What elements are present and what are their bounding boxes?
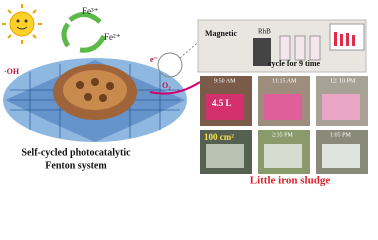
oh-label: ·OH: [4, 67, 20, 76]
magnetic-label: Magnetic: [205, 29, 237, 38]
photo-time: 9:50 AM: [214, 78, 236, 84]
cycle-label: cycle for 9 time: [268, 59, 320, 68]
framework: [3, 58, 187, 142]
photo-time: 2:35 PM: [272, 132, 294, 138]
graphic-abstract: Fe³⁺ Fe²⁺ ·OH e⁻ O₂ Self-cycled photocat…: [2, 4, 368, 187]
photo-time: 11:15 AM: [272, 78, 297, 84]
right-caption: Little iron sludge: [250, 175, 331, 186]
rhb-label: RhB: [258, 28, 271, 36]
zoom-circle: [157, 52, 183, 78]
photo-time: 12: 10 PM: [330, 78, 356, 84]
fe3-label: Fe³⁺: [82, 6, 99, 16]
electron-label: e⁻: [150, 55, 158, 64]
photo-grid: [200, 76, 368, 174]
magnetic-panel: [197, 19, 367, 73]
recycle-arrows: [61, 12, 107, 53]
arrow: [149, 81, 201, 95]
fe2-label: Fe²⁺: [104, 32, 121, 42]
volume-label: 4.5 L: [212, 98, 232, 108]
photo-time: 1:05 PM: [330, 132, 352, 138]
area-label: 100 cm²: [204, 132, 234, 142]
left-caption: Self-cycled photocatalytic: [21, 147, 131, 158]
sun: [2, 4, 42, 44]
left-caption: Fenton system: [45, 160, 107, 171]
zoom-line: [179, 29, 213, 59]
o2-label: O₂: [162, 81, 171, 90]
